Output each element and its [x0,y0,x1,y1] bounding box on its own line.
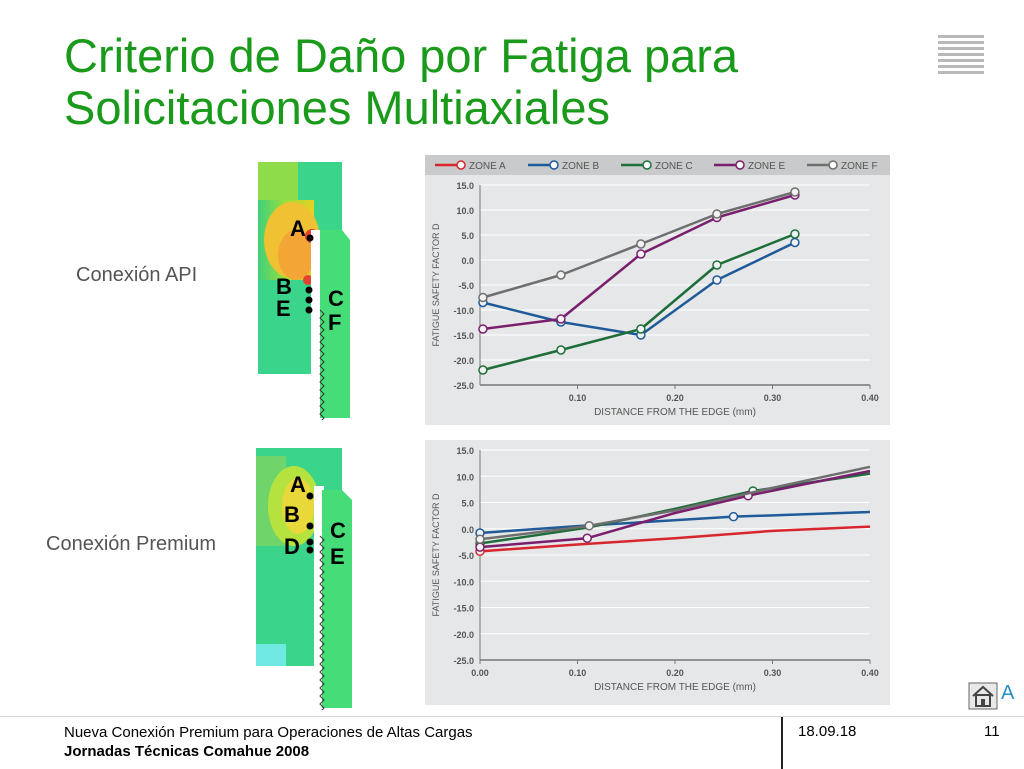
x-tick-label: 0.20 [666,668,684,678]
slide-title-line1: Criterio de Daño por Fatiga para [64,29,739,82]
y-tick-label: 10.0 [456,206,474,216]
chart-background [425,440,890,705]
legend-marker [642,160,652,170]
series-point [636,239,646,249]
y-tick-label: 5.0 [461,231,474,241]
premium-point-label-c: C [330,518,346,543]
api-point-label-c: C [328,286,344,311]
y-tick-label: -25.0 [453,381,474,391]
series-point [475,542,485,552]
footer-divider [781,717,783,769]
api-point-label-e: E [276,296,291,321]
series-line [479,525,871,553]
series-point [728,511,739,522]
series-point [478,324,488,334]
x-tick-label: 0.10 [569,668,587,678]
y-tick-label: -5.0 [458,551,474,561]
api-point-label-a: A [290,216,306,241]
legend-bar [425,155,890,175]
home-icon [968,682,998,710]
legend-marker [456,160,466,170]
premium-point-label-a: A [290,472,306,497]
series-point [790,237,800,248]
footer-line1: Nueva Conexión Premium para Operaciones … [64,724,473,741]
legend-marker [828,160,838,170]
y-tick-label: 0.0 [461,525,474,535]
premium-point-label-d: D [284,534,300,559]
series-point [478,365,488,375]
series-point [556,345,566,355]
series-point [636,324,646,334]
y-tick-label: -20.0 [453,630,474,640]
series-line [479,510,871,535]
y-tick-label: -10.0 [453,306,474,316]
y-tick-label: 5.0 [461,499,474,509]
series-point [584,521,594,531]
slide-title-line2: Solicitaciones Multiaxiales [64,81,610,134]
y-tick-label: 0.0 [461,256,474,266]
series-point [712,260,722,270]
slide-title: Criterio de Daño por Fatiga para Solicit… [64,30,904,134]
api-point-label-b: B [276,274,292,299]
legend-label: ZONE B [562,161,600,172]
x-tick-label: 0.40 [861,668,879,678]
y-axis-label: FATIGUE SAFETY FACTOR D [431,493,441,617]
legend-label: ZONE E [748,161,786,172]
series-line [479,469,871,549]
footer-line2: Jornadas Técnicas Comahue 2008 [64,743,310,760]
section-label-api: Conexión API [76,264,198,286]
y-tick-label: -20.0 [453,356,474,366]
series-point [475,534,485,544]
series-point [790,229,800,239]
series-point [556,314,566,324]
x-tick-label: 0.30 [764,668,782,678]
api-point-label-f: F [328,310,341,335]
legend-label: ZONE C [655,161,693,172]
section-label-premium: Conexión Premium [46,533,217,555]
series-point [478,292,488,303]
fea-image-premium: A B D C E [256,448,352,710]
legend-marker [549,160,559,170]
series-point [790,187,800,197]
footer-date: 18.09.18 [798,723,857,740]
x-tick-label: 0.30 [764,393,782,403]
series-point [636,249,646,259]
y-tick-label: -25.0 [453,656,474,666]
x-tick-label: 0.00 [471,668,489,678]
legend-marker [735,160,745,170]
x-tick-label: 0.10 [569,393,587,403]
legend-label: ZONE A [469,161,506,172]
footer-page-number: 11 [984,723,1000,740]
x-tick-label: 0.20 [666,393,684,403]
y-tick-label: 15.0 [456,181,474,191]
premium-point-label-b: B [284,502,300,527]
footer: Nueva Conexión Premium para Operaciones … [0,716,1024,769]
fea-image-api: A B E C F [258,162,350,420]
x-axis-label: DISTANCE FROM THE EDGE (mm) [594,682,756,693]
fatigue-chart-premium: 15.0 10.0 5.0 0.0 -5.0 -10.0 -15.0 -20.0 -25.0 0.… [425,440,890,705]
x-axis-label: DISTANCE FROM THE EDGE (mm) [594,407,756,418]
y-tick-label: -10.0 [453,577,474,587]
footer-text: Nueva Conexión Premium para Operaciones … [64,723,473,761]
y-tick-label: -15.0 [453,604,474,614]
y-tick-label: 15.0 [456,446,474,456]
home-button[interactable] [968,682,998,710]
y-axis-label: FATIGUE SAFETY FACTOR D [431,223,441,347]
series-point [582,533,592,543]
x-tick-label: 0.40 [861,393,879,403]
legend-label: ZONE F [841,161,878,172]
y-tick-label: -5.0 [458,281,474,291]
fatigue-chart-api: ZONE A ZONE B ZONE C ZONE E ZONE F 15.0 10.0 5.… [425,155,890,425]
y-tick-label: 10.0 [456,472,474,482]
home-letter: A [1001,682,1015,704]
series-point [712,275,722,285]
chart-background [425,155,890,425]
y-tick-label: -15.0 [453,331,474,341]
series-point [712,209,722,219]
series-line [479,465,871,541]
series-point [556,270,566,280]
series-line [479,472,871,545]
premium-point-label-e: E [330,544,345,569]
striped-logo-icon [938,35,984,74]
